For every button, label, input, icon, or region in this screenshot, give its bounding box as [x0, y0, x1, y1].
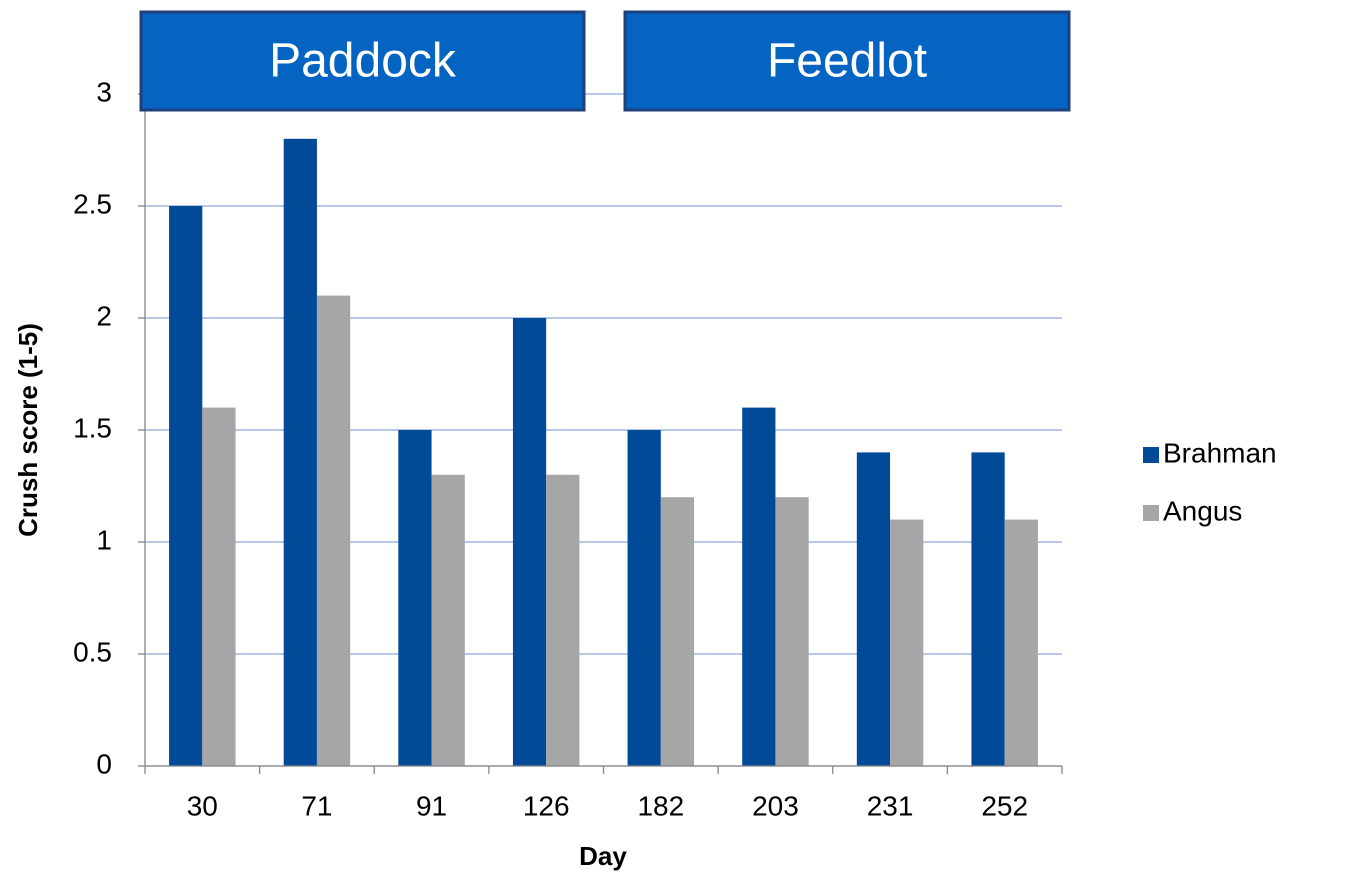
bar	[742, 407, 776, 766]
bar	[775, 497, 809, 766]
bar	[316, 295, 351, 766]
bar	[971, 452, 1005, 766]
y-tick-label: 0	[96, 748, 112, 779]
bar	[398, 430, 432, 766]
bar	[431, 474, 465, 766]
legend-swatch	[1143, 505, 1159, 521]
y-tick-label: 3	[96, 76, 112, 107]
x-tick-label: 182	[637, 790, 684, 821]
y-tick-label: 1.5	[73, 412, 112, 443]
y-tick-label: 0.5	[73, 636, 112, 667]
y-tick-label: 1	[96, 524, 112, 555]
legend-label: Brahman	[1163, 437, 1277, 468]
bar	[627, 430, 661, 766]
bar	[856, 452, 891, 766]
x-tick-label: 203	[752, 790, 799, 821]
bar	[660, 497, 695, 766]
y-tick-label: 2.5	[73, 188, 112, 219]
annotation-label: Feedlot	[767, 35, 927, 88]
bar	[169, 206, 203, 766]
legend-swatch	[1143, 447, 1159, 463]
bar	[890, 519, 924, 766]
x-tick-label: 91	[416, 790, 447, 821]
legend-label: Angus	[1163, 495, 1242, 526]
bar	[546, 474, 580, 766]
x-tick-label: 252	[981, 790, 1028, 821]
y-axis-title: Crush score (1-5)	[13, 323, 43, 537]
x-tick-label: 71	[301, 790, 332, 821]
x-axis-title: Day	[579, 841, 627, 871]
annotation-label: Paddock	[269, 35, 457, 88]
y-tick-label: 2	[96, 300, 112, 331]
x-tick-label: 30	[187, 790, 218, 821]
annotation-box	[623, 10, 1071, 112]
bar	[283, 138, 317, 767]
bar	[512, 318, 547, 766]
annotation-box	[139, 10, 586, 112]
x-tick-label: 231	[867, 790, 914, 821]
bar	[1004, 519, 1038, 766]
x-tick-label: 126	[523, 790, 570, 821]
bar	[202, 407, 236, 766]
